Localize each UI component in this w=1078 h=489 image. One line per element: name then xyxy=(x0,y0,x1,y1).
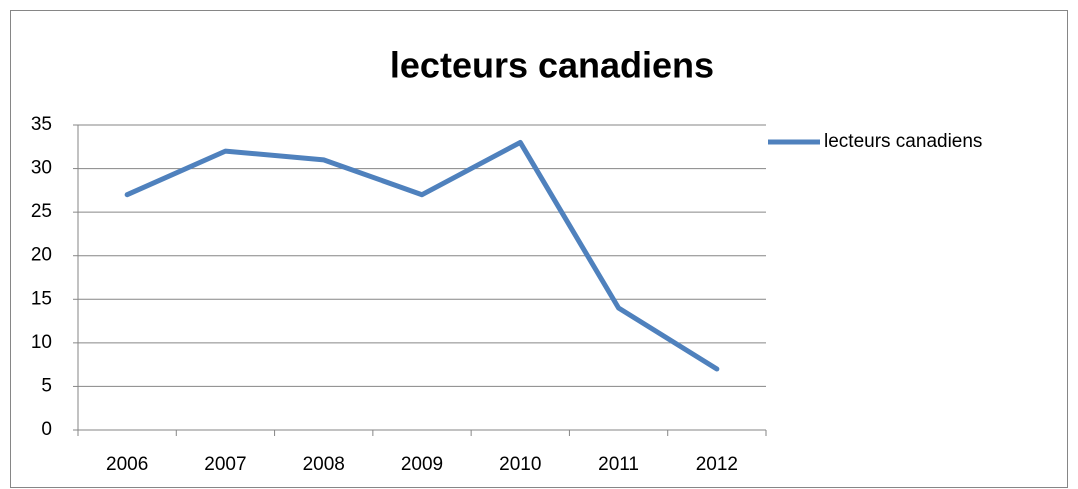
x-tick-label: 2012 xyxy=(696,454,738,475)
y-tick-label: 10 xyxy=(31,332,52,353)
chart-border xyxy=(10,10,1068,488)
y-tick-label: 30 xyxy=(31,158,52,179)
legend-label: lecteurs canadiens xyxy=(824,131,982,152)
x-tick-label: 2010 xyxy=(499,454,541,475)
y-tick-label: 0 xyxy=(41,419,52,440)
chart-title: lecteurs canadiens xyxy=(390,45,714,86)
x-tick-label: 2007 xyxy=(204,454,246,475)
y-tick-label: 25 xyxy=(31,201,52,222)
x-tick-label: 2009 xyxy=(401,454,443,475)
x-tick-label: 2006 xyxy=(106,454,148,475)
data-line xyxy=(124,139,720,372)
y-tick-label: 20 xyxy=(31,245,52,266)
y-tick-label: 5 xyxy=(41,375,52,396)
y-tick-label: 35 xyxy=(31,114,52,135)
x-tick-label: 2011 xyxy=(598,454,639,475)
y-tick-label: 15 xyxy=(31,288,52,309)
x-tick-label: 2008 xyxy=(303,454,345,475)
